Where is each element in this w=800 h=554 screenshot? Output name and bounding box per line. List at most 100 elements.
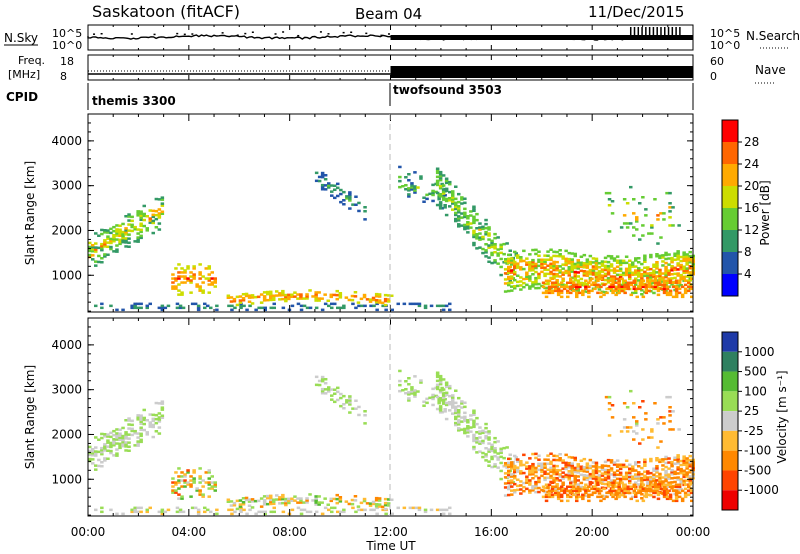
scatter-cell [519, 460, 523, 463]
scatter-cell [632, 402, 636, 405]
noise-tick-right-lo: 10^0 [710, 39, 740, 52]
y-tick-label: 1000 [51, 472, 82, 486]
scatter-cell [333, 196, 337, 200]
scatter-cell [673, 268, 677, 272]
scatter-cell [336, 390, 340, 394]
scatter-cell [637, 275, 641, 278]
scatter-cell [348, 197, 352, 200]
scatter-cell [441, 184, 446, 187]
scatter-cell [269, 296, 273, 300]
scatter-cell [333, 188, 337, 191]
scatter-cell [481, 431, 485, 435]
scatter-cell [519, 480, 523, 483]
scatter-cell [335, 293, 339, 297]
scatter-cell [435, 385, 440, 389]
scatter-cell [661, 254, 665, 257]
scatter-cell [662, 281, 667, 284]
scatter-cell [637, 473, 641, 476]
scatter-cell [665, 491, 670, 495]
scatter-cell [573, 476, 577, 480]
scatter-cell [348, 395, 352, 398]
scatter-cell [408, 302, 413, 306]
scatter-cell [644, 418, 648, 421]
scatter-cell [513, 474, 517, 478]
scatter-cell [668, 202, 672, 205]
scatter-cell [148, 425, 152, 428]
scatter-cell [348, 195, 352, 198]
scatter-cell [682, 275, 686, 279]
scatter-cell [679, 467, 683, 471]
scatter-cell [537, 272, 541, 276]
scatter-cell [534, 456, 538, 460]
scatter-cell [163, 510, 168, 514]
beam-title: Beam 04 [355, 5, 422, 23]
scatter-cell [505, 446, 509, 449]
scatter-cell [661, 264, 665, 267]
y-tick-label: 2000 [51, 427, 82, 441]
scatter-cell [628, 479, 632, 483]
scatter-cell [519, 462, 523, 465]
scatter-cell [230, 304, 234, 308]
scatter-cell [407, 193, 411, 196]
scatter-cell [688, 257, 692, 260]
scatter-cell [317, 297, 321, 300]
scatter-cell [596, 495, 600, 499]
scatter-cell [466, 215, 470, 218]
scatter-cell [679, 459, 683, 463]
scatter-cell [632, 483, 636, 486]
scatter-cell [333, 184, 337, 187]
scatter-cell [615, 259, 620, 262]
scatter-cell [413, 189, 417, 192]
scatter-cell [350, 294, 355, 298]
scatter-cell [100, 244, 104, 248]
scatter-cell [662, 489, 667, 493]
scatter-cell [136, 436, 140, 439]
scatter-cell [499, 251, 503, 255]
scatter-cell [552, 458, 556, 462]
scatter-cell [503, 494, 508, 497]
scatter-cell [94, 264, 98, 267]
scatter-cell [513, 272, 517, 276]
scatter-cell [655, 263, 659, 266]
scatter-cell [396, 506, 400, 510]
scatter-cell [97, 438, 101, 441]
scatter-cell [531, 283, 535, 286]
scatter-cell [670, 462, 674, 466]
scatter-cell [621, 477, 626, 481]
scatter-cell [189, 485, 193, 488]
scatter-cell [213, 281, 217, 284]
scatter-cell [139, 302, 143, 306]
scatter-cell [250, 296, 255, 299]
scatter-cell [662, 279, 667, 282]
scatter-cell [594, 271, 599, 275]
scatter-cell [682, 469, 686, 472]
scatter-cell [546, 462, 550, 465]
scatter-cell [673, 470, 677, 474]
scatter-cell [634, 487, 638, 490]
freq-tick-lo: 8 [60, 70, 67, 83]
scatter-cell [314, 291, 318, 294]
scatter-cell [429, 508, 434, 512]
scatter-cell [606, 260, 611, 264]
x-tick-label: 16:00 [474, 525, 509, 539]
scatter-cell [241, 497, 246, 500]
scatter-cell [466, 419, 470, 422]
scatter-cell [454, 409, 458, 413]
scatter-cell [519, 276, 523, 279]
scatter-cell [466, 429, 470, 432]
scatter-cell [357, 405, 361, 409]
scatter-cell [567, 470, 571, 473]
scatter-cell [398, 185, 402, 189]
scatter-cell [531, 281, 535, 284]
scatter-cell [640, 497, 644, 500]
scatter-cell [130, 423, 134, 427]
scatter-cell [570, 466, 574, 469]
scatter-cell [103, 253, 107, 256]
scatter-cell [588, 472, 593, 476]
scatter-cell [145, 419, 149, 422]
scatter-cell [275, 498, 279, 501]
scatter-cell [448, 199, 452, 202]
scatter-cell [576, 483, 580, 486]
scatter-cell [145, 433, 149, 436]
scatter-cell [587, 493, 591, 497]
